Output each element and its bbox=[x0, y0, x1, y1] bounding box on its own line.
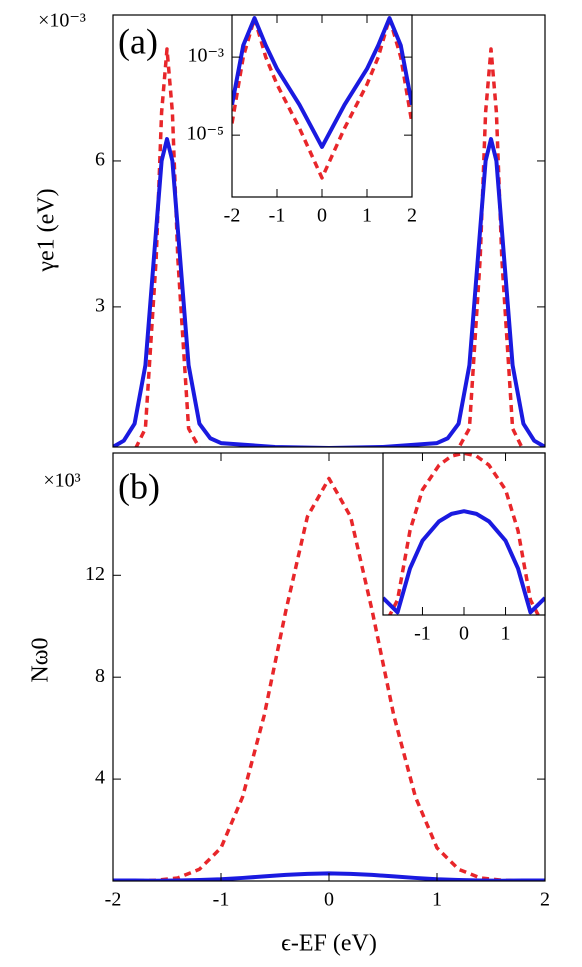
x-tick-label: -1 bbox=[213, 889, 230, 911]
y-axis-label: γe1 (eV) bbox=[34, 188, 60, 272]
x-tick-label: 0 bbox=[317, 205, 327, 227]
x-tick-label: -1 bbox=[269, 205, 286, 227]
data-line bbox=[232, 16, 412, 180]
y-tick-label: 10⁻³ bbox=[187, 45, 224, 67]
x-tick-label: 1 bbox=[432, 889, 442, 911]
y-tick-label: 6 bbox=[95, 149, 105, 171]
data-line bbox=[113, 137, 545, 447]
data-line bbox=[113, 476, 545, 881]
y-tick-label: 4 bbox=[95, 767, 105, 789]
y-tick-label: 3 bbox=[95, 294, 105, 316]
data-line bbox=[387, 453, 541, 615]
y-tick-label: 10⁻⁵ bbox=[186, 123, 224, 145]
y-axis-label: Nω0 bbox=[28, 637, 54, 682]
plot-area bbox=[383, 453, 545, 615]
panel-label: (a) bbox=[118, 21, 158, 61]
x-axis-label: ϵ-EF (eV) bbox=[281, 931, 377, 957]
x-tick-label: 2 bbox=[407, 205, 417, 227]
data-line bbox=[383, 509, 545, 615]
axis-multiplier: ×10³ bbox=[43, 470, 80, 492]
x-tick-label: -2 bbox=[105, 889, 122, 911]
x-tick-label: -1 bbox=[414, 623, 431, 645]
plot-area bbox=[232, 15, 412, 197]
x-tick-label: -2 bbox=[224, 205, 241, 227]
x-tick-label: 1 bbox=[362, 205, 372, 227]
x-tick-label: 1 bbox=[501, 623, 511, 645]
x-tick-label: 2 bbox=[540, 889, 550, 911]
x-tick-label: 0 bbox=[324, 889, 334, 911]
y-tick-label: 12 bbox=[85, 563, 105, 585]
axis-multiplier: ×10⁻³ bbox=[38, 10, 86, 32]
y-tick-label: 8 bbox=[95, 665, 105, 687]
data-line bbox=[232, 16, 412, 149]
panel-label: (b) bbox=[118, 466, 160, 506]
x-tick-label: 0 bbox=[459, 623, 469, 645]
